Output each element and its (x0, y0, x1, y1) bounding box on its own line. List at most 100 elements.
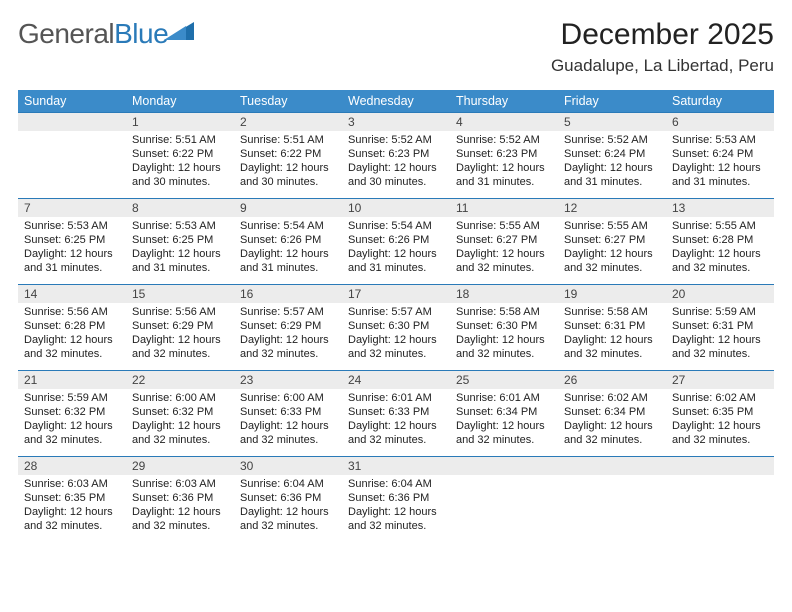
day-cell: Sunrise: 5:54 AMSunset: 6:26 PMDaylight:… (234, 217, 342, 285)
sunrise-text: Sunrise: 5:57 AM (348, 305, 444, 319)
sunrise-text: Sunrise: 5:59 AM (24, 391, 120, 405)
day-number-row: 21222324252627 (18, 371, 774, 389)
daylight-text: Daylight: 12 hours and 32 minutes. (564, 419, 660, 447)
day-cell (450, 475, 558, 543)
sunset-text: Sunset: 6:22 PM (132, 147, 228, 161)
day-cell: Sunrise: 5:57 AMSunset: 6:29 PMDaylight:… (234, 303, 342, 371)
sunset-text: Sunset: 6:25 PM (24, 233, 120, 247)
sunset-text: Sunset: 6:28 PM (24, 319, 120, 333)
day-content-row: Sunrise: 5:53 AMSunset: 6:25 PMDaylight:… (18, 217, 774, 285)
day-number: 25 (450, 371, 558, 389)
daylight-text: Daylight: 12 hours and 30 minutes. (132, 161, 228, 189)
daylight-text: Daylight: 12 hours and 31 minutes. (24, 247, 120, 275)
day-cell: Sunrise: 5:58 AMSunset: 6:31 PMDaylight:… (558, 303, 666, 371)
day-cell: Sunrise: 6:03 AMSunset: 6:35 PMDaylight:… (18, 475, 126, 543)
sunset-text: Sunset: 6:23 PM (348, 147, 444, 161)
daylight-text: Daylight: 12 hours and 31 minutes. (132, 247, 228, 275)
sunset-text: Sunset: 6:32 PM (132, 405, 228, 419)
day-cell: Sunrise: 5:51 AMSunset: 6:22 PMDaylight:… (234, 131, 342, 199)
sunset-text: Sunset: 6:30 PM (456, 319, 552, 333)
day-cell: Sunrise: 6:01 AMSunset: 6:34 PMDaylight:… (450, 389, 558, 457)
sunrise-text: Sunrise: 5:59 AM (672, 305, 768, 319)
day-cell: Sunrise: 6:03 AMSunset: 6:36 PMDaylight:… (126, 475, 234, 543)
daylight-text: Daylight: 12 hours and 32 minutes. (132, 333, 228, 361)
day-cell: Sunrise: 5:52 AMSunset: 6:23 PMDaylight:… (450, 131, 558, 199)
daylight-text: Daylight: 12 hours and 30 minutes. (240, 161, 336, 189)
day-number (450, 457, 558, 475)
day-cell: Sunrise: 5:51 AMSunset: 6:22 PMDaylight:… (126, 131, 234, 199)
daylight-text: Daylight: 12 hours and 31 minutes. (456, 161, 552, 189)
sunset-text: Sunset: 6:36 PM (348, 491, 444, 505)
sunrise-text: Sunrise: 6:04 AM (240, 477, 336, 491)
day-cell: Sunrise: 5:52 AMSunset: 6:24 PMDaylight:… (558, 131, 666, 199)
sunrise-text: Sunrise: 5:56 AM (24, 305, 120, 319)
day-cell (18, 131, 126, 199)
sunset-text: Sunset: 6:34 PM (564, 405, 660, 419)
daylight-text: Daylight: 12 hours and 31 minutes. (240, 247, 336, 275)
day-cell: Sunrise: 5:55 AMSunset: 6:27 PMDaylight:… (450, 217, 558, 285)
day-cell (558, 475, 666, 543)
sunrise-text: Sunrise: 5:52 AM (564, 133, 660, 147)
day-number: 9 (234, 199, 342, 217)
sunrise-text: Sunrise: 6:03 AM (132, 477, 228, 491)
day-number: 19 (558, 285, 666, 303)
logo-text-sub: Blue (114, 18, 168, 49)
day-content-row: Sunrise: 5:51 AMSunset: 6:22 PMDaylight:… (18, 131, 774, 199)
day-number: 20 (666, 285, 774, 303)
sunset-text: Sunset: 6:31 PM (564, 319, 660, 333)
sunset-text: Sunset: 6:36 PM (132, 491, 228, 505)
day-cell: Sunrise: 5:55 AMSunset: 6:27 PMDaylight:… (558, 217, 666, 285)
day-number: 6 (666, 113, 774, 131)
sunrise-text: Sunrise: 5:53 AM (672, 133, 768, 147)
sunrise-text: Sunrise: 6:02 AM (564, 391, 660, 405)
daylight-text: Daylight: 12 hours and 32 minutes. (132, 505, 228, 533)
day-cell: Sunrise: 5:53 AMSunset: 6:24 PMDaylight:… (666, 131, 774, 199)
day-cell: Sunrise: 6:00 AMSunset: 6:32 PMDaylight:… (126, 389, 234, 457)
weekday-header-row: Sunday Monday Tuesday Wednesday Thursday… (18, 90, 774, 113)
daylight-text: Daylight: 12 hours and 31 minutes. (348, 247, 444, 275)
sunrise-text: Sunrise: 5:58 AM (456, 305, 552, 319)
day-number (666, 457, 774, 475)
sunrise-text: Sunrise: 5:53 AM (24, 219, 120, 233)
day-number: 14 (18, 285, 126, 303)
sunset-text: Sunset: 6:28 PM (672, 233, 768, 247)
day-cell: Sunrise: 5:53 AMSunset: 6:25 PMDaylight:… (18, 217, 126, 285)
daylight-text: Daylight: 12 hours and 32 minutes. (240, 419, 336, 447)
daylight-text: Daylight: 12 hours and 32 minutes. (348, 419, 444, 447)
weekday-header: Monday (126, 90, 234, 113)
calendar-table: Sunday Monday Tuesday Wednesday Thursday… (18, 90, 774, 543)
day-cell: Sunrise: 6:00 AMSunset: 6:33 PMDaylight:… (234, 389, 342, 457)
weekday-header: Sunday (18, 90, 126, 113)
sunset-text: Sunset: 6:29 PM (240, 319, 336, 333)
daylight-text: Daylight: 12 hours and 32 minutes. (24, 419, 120, 447)
sunrise-text: Sunrise: 5:55 AM (564, 219, 660, 233)
weekday-header: Friday (558, 90, 666, 113)
sunrise-text: Sunrise: 5:52 AM (348, 133, 444, 147)
sunrise-text: Sunrise: 5:56 AM (132, 305, 228, 319)
day-cell: Sunrise: 6:02 AMSunset: 6:34 PMDaylight:… (558, 389, 666, 457)
day-number: 5 (558, 113, 666, 131)
sunrise-text: Sunrise: 5:55 AM (672, 219, 768, 233)
sunset-text: Sunset: 6:26 PM (240, 233, 336, 247)
day-number (18, 113, 126, 131)
day-number: 13 (666, 199, 774, 217)
daylight-text: Daylight: 12 hours and 32 minutes. (240, 505, 336, 533)
sunrise-text: Sunrise: 5:58 AM (564, 305, 660, 319)
day-number: 10 (342, 199, 450, 217)
day-cell: Sunrise: 6:04 AMSunset: 6:36 PMDaylight:… (342, 475, 450, 543)
day-cell: Sunrise: 5:58 AMSunset: 6:30 PMDaylight:… (450, 303, 558, 371)
sunset-text: Sunset: 6:33 PM (240, 405, 336, 419)
day-number: 1 (126, 113, 234, 131)
sunrise-text: Sunrise: 6:00 AM (240, 391, 336, 405)
sunset-text: Sunset: 6:34 PM (456, 405, 552, 419)
daylight-text: Daylight: 12 hours and 32 minutes. (564, 247, 660, 275)
calendar-body: 123456Sunrise: 5:51 AMSunset: 6:22 PMDay… (18, 113, 774, 543)
sunrise-text: Sunrise: 5:52 AM (456, 133, 552, 147)
sunrise-text: Sunrise: 6:00 AM (132, 391, 228, 405)
daylight-text: Daylight: 12 hours and 32 minutes. (672, 247, 768, 275)
day-cell: Sunrise: 5:54 AMSunset: 6:26 PMDaylight:… (342, 217, 450, 285)
weekday-header: Tuesday (234, 90, 342, 113)
day-cell: Sunrise: 5:57 AMSunset: 6:30 PMDaylight:… (342, 303, 450, 371)
sunrise-text: Sunrise: 6:01 AM (456, 391, 552, 405)
day-content-row: Sunrise: 5:56 AMSunset: 6:28 PMDaylight:… (18, 303, 774, 371)
